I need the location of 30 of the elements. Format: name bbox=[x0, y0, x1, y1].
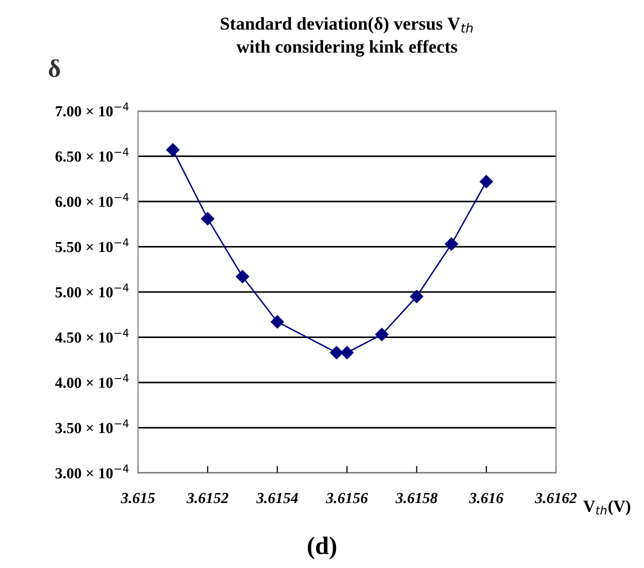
x-tick-label: 3.6152 bbox=[186, 492, 228, 504]
x-tick-label: 3.6162 bbox=[534, 492, 577, 504]
chart-title: Standard deviation(δ) versus V$_{th}$ with considering kink effects bbox=[220, 16, 473, 57]
point bbox=[410, 290, 424, 304]
y-tick-label: 4.50 × 10$^{−4}$ bbox=[55, 328, 129, 343]
x-tick-label: 3.6158 bbox=[396, 492, 438, 504]
y-tick-label: 6.00 × 10$^{−4}$ bbox=[55, 193, 129, 208]
x-axis-title: V$_{th}$(V) bbox=[583, 500, 630, 516]
y-axis-title: δ bbox=[48, 59, 60, 78]
y-tick-label: 3.00 × 10$^{−4}$ bbox=[56, 464, 129, 479]
y-tick-label: 7.00 × 10$^{−4}$ bbox=[56, 102, 129, 117]
point bbox=[375, 328, 388, 342]
x-tick-label: 3.6156 bbox=[326, 492, 368, 504]
y-tick-label: 4.00 × 10$^{−4}$ bbox=[55, 374, 129, 388]
point bbox=[236, 270, 250, 284]
point bbox=[270, 315, 284, 328]
text: (d) bbox=[308, 536, 336, 560]
y-tick-label: 3.50 × 10$^{−4}$ bbox=[56, 419, 129, 434]
point bbox=[340, 346, 354, 360]
point bbox=[480, 175, 493, 188]
x-tick-label: 3.616 bbox=[469, 492, 504, 504]
y-tick-label: 5.00 × 10$^{−4}$ bbox=[56, 284, 129, 298]
x-tick-label: 3.6154 bbox=[256, 492, 298, 504]
point bbox=[330, 346, 344, 360]
point bbox=[444, 237, 458, 251]
y-tick-label: 5.50 × 10$^{−4}$ bbox=[56, 238, 129, 252]
x-tick-label: 3.615 bbox=[120, 492, 155, 504]
y-tick-label: 6.50 × 10$^{−4}$ bbox=[55, 148, 129, 162]
point bbox=[201, 212, 214, 226]
point bbox=[166, 143, 180, 157]
